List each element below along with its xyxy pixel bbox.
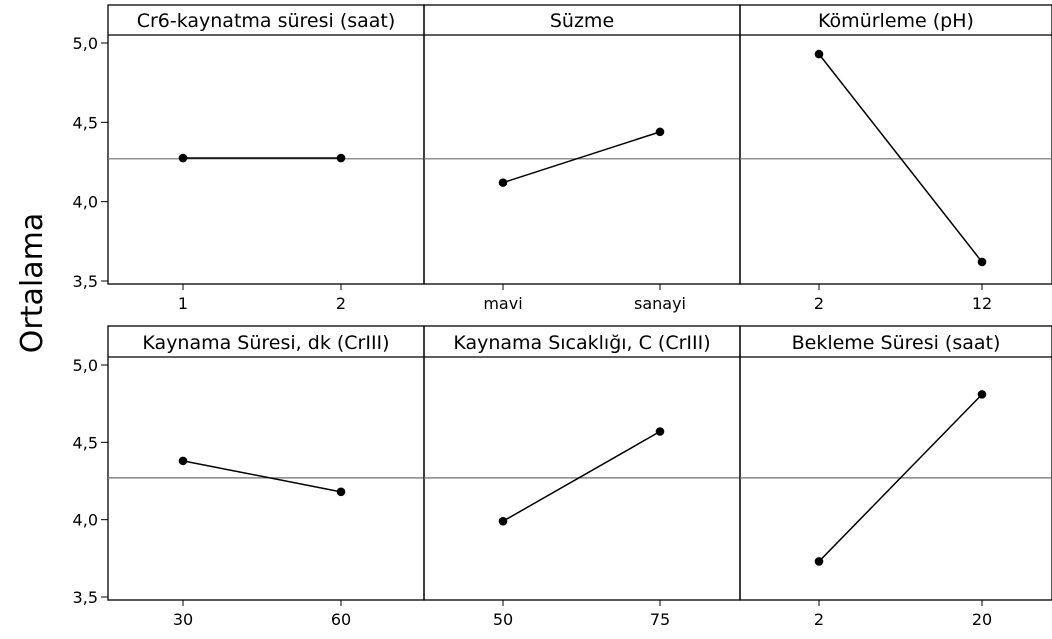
x-tick-label: sanayi bbox=[634, 294, 686, 313]
x-tick-label: 30 bbox=[173, 610, 193, 629]
panel-title: Kaynama Süresi, dk (CrIII) bbox=[142, 332, 389, 354]
data-point bbox=[179, 154, 188, 163]
y-tick-label: 4,0 bbox=[73, 193, 98, 212]
y-tick-label: 3,5 bbox=[73, 588, 98, 607]
x-tick-label: 2 bbox=[814, 610, 824, 629]
data-point bbox=[499, 517, 508, 526]
y-tick-label: 5,0 bbox=[73, 34, 98, 53]
data-point bbox=[179, 457, 188, 466]
series-line bbox=[503, 132, 660, 183]
series-line bbox=[183, 461, 341, 492]
data-point bbox=[978, 390, 987, 399]
y-tick-label: 4,5 bbox=[73, 433, 98, 452]
y-tick-label: 3,5 bbox=[73, 272, 98, 291]
x-tick-label: 20 bbox=[972, 610, 992, 629]
panel-frame bbox=[740, 5, 1052, 284]
panel-frame bbox=[108, 5, 424, 284]
x-tick-label: 50 bbox=[493, 610, 513, 629]
y-tick-label: 4,0 bbox=[73, 511, 98, 530]
panel-frame bbox=[424, 5, 740, 284]
series-line bbox=[819, 54, 982, 262]
y-axis-label: Ortalama bbox=[15, 213, 50, 353]
data-point bbox=[656, 128, 665, 137]
panel-frame bbox=[424, 326, 740, 600]
data-point bbox=[337, 154, 346, 163]
x-tick-label: 2 bbox=[814, 294, 824, 313]
panel-title: Kömürleme (pH) bbox=[818, 10, 974, 32]
x-tick-label: 2 bbox=[336, 294, 346, 313]
x-tick-label: 75 bbox=[650, 610, 670, 629]
x-tick-label: 1 bbox=[178, 294, 188, 313]
panel-title: Bekleme Süresi (saat) bbox=[792, 332, 1001, 354]
panel-title: Kaynama Sıcaklığı, C (CrIII) bbox=[453, 332, 710, 354]
data-point bbox=[656, 427, 665, 436]
series-line bbox=[503, 432, 660, 522]
data-point bbox=[499, 178, 508, 187]
panel-title: Cr6-kaynatma süresi (saat) bbox=[137, 10, 396, 32]
panel-frame bbox=[740, 326, 1052, 600]
data-point bbox=[815, 557, 824, 566]
data-point bbox=[978, 258, 987, 267]
data-point bbox=[815, 50, 824, 59]
data-point bbox=[337, 488, 346, 497]
x-tick-label: mavi bbox=[483, 294, 522, 313]
x-tick-label: 12 bbox=[972, 294, 992, 313]
y-tick-label: 4,5 bbox=[73, 113, 98, 132]
panel-frame bbox=[108, 326, 424, 600]
x-tick-label: 60 bbox=[331, 610, 351, 629]
panel-title: Süzme bbox=[550, 10, 614, 32]
y-tick-label: 5,0 bbox=[73, 356, 98, 375]
